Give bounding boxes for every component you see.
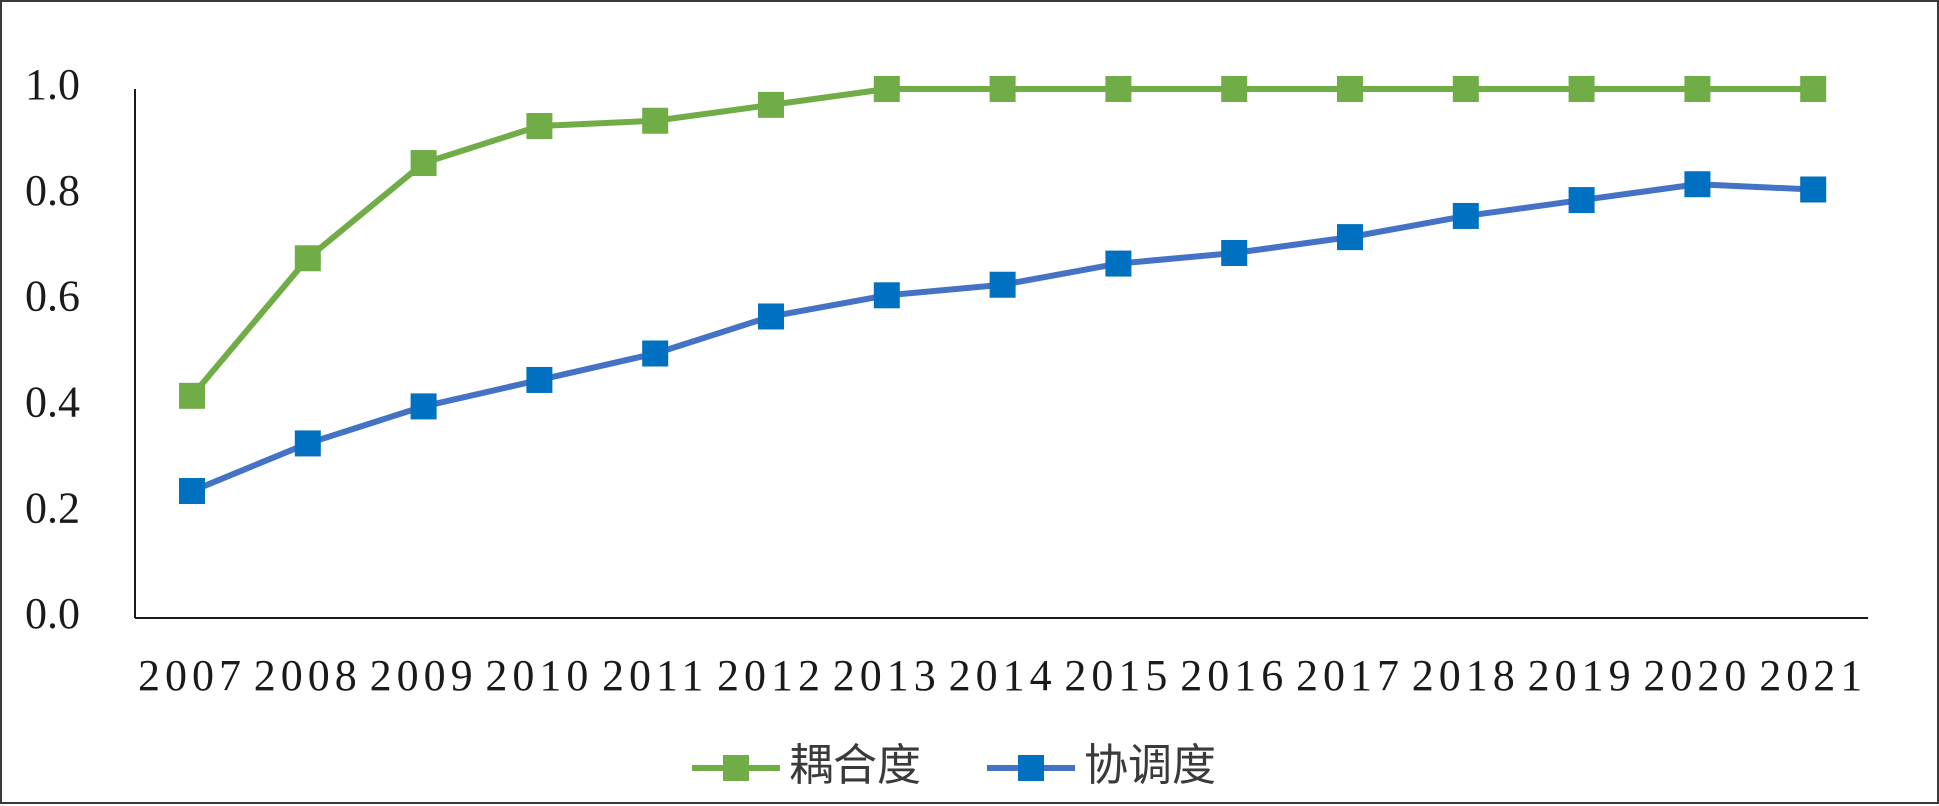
x-tick-label: 2015 (1064, 651, 1172, 700)
x-tick-label: 2018 (1412, 651, 1520, 700)
data-point (1337, 224, 1363, 251)
x-tick-label: 2012 (717, 651, 825, 700)
x-tick-label: 2020 (1643, 651, 1751, 700)
x-tick-label: 2010 (485, 651, 593, 700)
data-point (1800, 76, 1827, 102)
data-point (989, 271, 1016, 298)
y-tick-label: 0.2 (25, 483, 80, 532)
legend: 耦合度 协调度 (692, 740, 1216, 791)
y-tick-label: 0.0 (25, 589, 80, 638)
data-point (989, 76, 1016, 102)
data-point (1221, 239, 1248, 266)
series-2 (179, 171, 1827, 505)
data-point (1337, 76, 1363, 102)
data-point (1221, 76, 1248, 102)
series-line (189, 86, 1817, 399)
series-lines (179, 76, 1827, 505)
data-point (873, 76, 900, 102)
data-point (873, 282, 900, 309)
x-tick-label: 2019 (1528, 651, 1636, 700)
y-axis-tick-labels: 0.0 0.2 0.4 0.6 0.8 1.0 (25, 60, 80, 638)
data-point (758, 303, 784, 330)
x-tick-label: 2017 (1296, 651, 1404, 700)
data-point (410, 393, 437, 420)
data-point (1568, 76, 1595, 102)
data-point (1105, 250, 1132, 277)
data-point (1452, 202, 1479, 229)
y-tick-label: 0.8 (25, 166, 80, 215)
x-tick-label: 2011 (602, 651, 708, 700)
y-tick-label: 0.6 (25, 272, 80, 321)
data-point (410, 150, 437, 177)
legend-marker-swatch (723, 755, 749, 781)
y-tick-label: 0.4 (25, 377, 80, 426)
data-point (758, 91, 784, 118)
data-point (1568, 187, 1595, 214)
axes (134, 89, 1868, 619)
x-tick-label: 2008 (254, 651, 362, 700)
data-point (294, 430, 321, 457)
data-point (179, 382, 205, 409)
data-point (179, 478, 205, 505)
legend-item: 协调度 (987, 740, 1216, 791)
x-tick-label: 2014 (949, 651, 1057, 700)
series-1 (179, 76, 1827, 409)
x-tick-label: 2016 (1180, 651, 1288, 700)
y-tick-label: 1.0 (25, 60, 80, 109)
x-tick-label: 2013 (833, 651, 941, 700)
data-point (1684, 76, 1711, 102)
series-line (189, 181, 1817, 495)
data-point (1800, 176, 1827, 203)
data-point (642, 107, 669, 134)
x-tick-label: 2021 (1759, 651, 1867, 700)
legend-item: 耦合度 (692, 740, 921, 791)
data-point (1452, 76, 1479, 102)
data-point (1105, 76, 1132, 102)
data-point (1684, 171, 1711, 198)
data-point (294, 245, 321, 272)
data-point (642, 340, 669, 367)
legend-marker-swatch (1018, 755, 1044, 781)
data-point (526, 366, 553, 393)
x-tick-label: 2009 (370, 651, 478, 700)
x-tick-label: 2007 (138, 651, 246, 700)
data-point (526, 113, 553, 140)
legend-label: 耦合度 (789, 740, 921, 791)
x-axis-tick-labels: 2007 2008 2009 2010 2011 2012 2013 2014 2015 2016… (138, 651, 1867, 700)
legend-label: 协调度 (1084, 740, 1216, 791)
